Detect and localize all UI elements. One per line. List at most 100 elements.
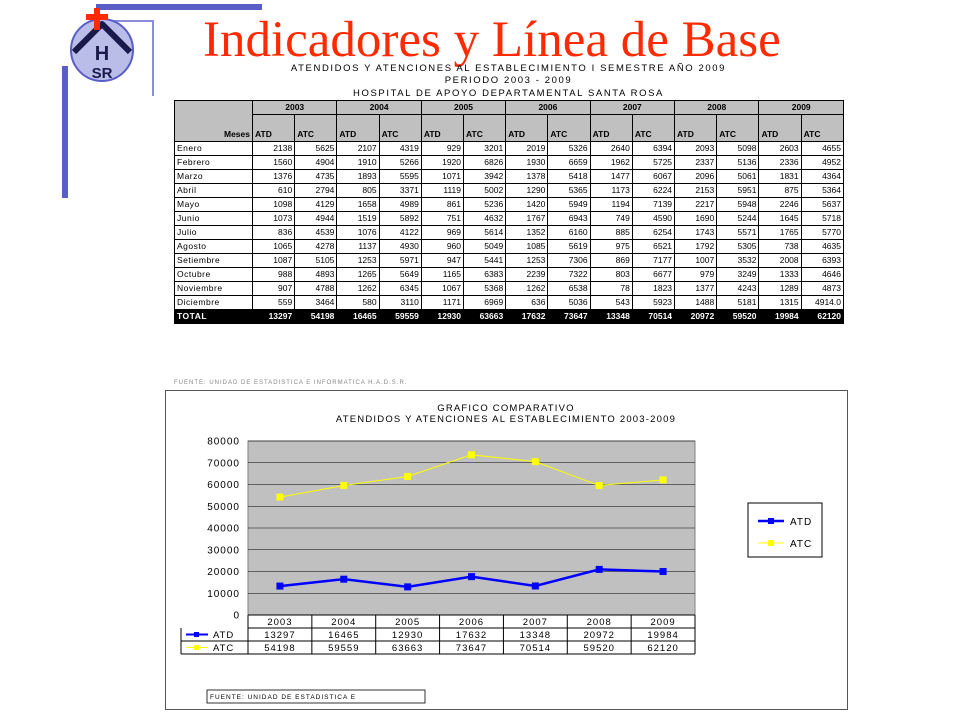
table-row: Mayo 1098 4129 1658 4989 861 5236 1420 5949 1194 7…	[174, 197, 845, 212]
source-note-bottom: FUENTE: UNIDAD DE ESTADISTICA E	[210, 694, 356, 701]
value-cell: 1792	[674, 239, 718, 254]
value-cell: 1171	[420, 295, 465, 310]
value-cell: 979	[674, 267, 718, 282]
value-cell: 7322	[547, 267, 591, 282]
value-cell: 7139	[631, 197, 676, 212]
table-row: Enero 2138 5625 2107 4319 929 3201 2019 5326 2640…	[174, 141, 845, 156]
value-cell: 4319	[378, 141, 422, 156]
value-cell: 5061	[716, 169, 760, 184]
sub-header-atd: ATD	[674, 114, 718, 142]
value-cell: 559	[251, 295, 296, 310]
data-table-value: 59559	[328, 643, 359, 654]
value-cell: 1067	[420, 281, 465, 296]
data-table-value: 13348	[520, 630, 551, 641]
value-cell: 5949	[547, 197, 591, 212]
value-cell: 1658	[336, 197, 380, 212]
data-point-atd	[404, 583, 412, 591]
value-cell: 3942	[463, 169, 507, 184]
value-cell: 1488	[674, 295, 718, 310]
meses-header: Meses	[174, 100, 253, 142]
value-cell: 580	[336, 295, 380, 310]
value-cell: 6969	[463, 295, 507, 310]
month-cell: Diciembre	[174, 295, 253, 310]
value-cell: 907	[251, 281, 296, 296]
value-cell: 1098	[251, 197, 296, 212]
sub-header-atd: ATD	[505, 114, 549, 142]
value-cell: 6224	[631, 183, 676, 198]
value-cell: 5625	[294, 141, 338, 156]
decorative-bar-left	[62, 66, 68, 198]
value-cell: 6677	[631, 267, 676, 282]
total-cell: 62120	[800, 309, 845, 324]
total-cell: 73647	[547, 309, 591, 324]
value-cell: 5049	[463, 239, 507, 254]
value-cell: 1289	[758, 281, 802, 296]
year-header: 2009	[758, 100, 844, 115]
sub-header-atc: ATC	[547, 114, 591, 142]
year-header: 2007	[589, 100, 676, 115]
year-header: 2008	[674, 100, 760, 115]
data-table-value: 70514	[520, 643, 551, 654]
data-table-swatch-marker	[194, 645, 199, 650]
value-cell: 2153	[674, 183, 718, 198]
value-cell: 5637	[800, 197, 845, 212]
sub-header-atd: ATD	[589, 114, 633, 142]
data-table-series-label: ATC	[213, 643, 234, 654]
month-cell: Mayo	[174, 197, 253, 212]
table-row: Diciembre 559 3464 580 3110 1171 6969 636 5036 54…	[174, 295, 845, 310]
data-point-atd	[468, 573, 475, 581]
table-row: Julio 836 4539 1076 4122 969 5614 1352 6160 885 62…	[174, 225, 845, 240]
source-note-top: FUENTE: UNIDAD DE ESTADISTICA E INFORMAT…	[174, 380, 408, 386]
value-cell: 4788	[294, 281, 338, 296]
value-cell: 2217	[674, 197, 718, 212]
data-point-atc	[595, 482, 603, 490]
value-cell: 2008	[758, 253, 802, 268]
value-cell: 5948	[716, 197, 760, 212]
value-cell: 5951	[716, 183, 760, 198]
value-cell: 5770	[800, 225, 845, 240]
value-cell: 929	[420, 141, 465, 156]
value-cell: 947	[420, 253, 465, 268]
value-cell: 2794	[294, 183, 338, 198]
y-tick-label: 70000	[207, 458, 240, 469]
sub-header-atc: ATC	[378, 114, 422, 142]
value-cell: 1765	[758, 225, 802, 240]
value-cell: 5971	[378, 253, 422, 268]
table-row: Agosto 1065 4278 1137 4930 960 5049 1085 5619 975…	[174, 239, 845, 254]
data-table-value: 19984	[647, 630, 678, 641]
legend-label-atc: ATC	[790, 539, 812, 550]
value-cell: 749	[589, 211, 633, 226]
data-point-atc	[276, 493, 284, 501]
value-cell: 5098	[716, 141, 760, 156]
table-row: Octubre 988 4893 1265 5649 1165 6383 2239 7322 80…	[174, 267, 845, 282]
value-cell: 4646	[800, 267, 845, 282]
value-cell: 6394	[631, 141, 676, 156]
y-tick-label: 20000	[207, 567, 240, 578]
svg-text:H: H	[95, 43, 109, 65]
month-cell: Enero	[174, 141, 253, 156]
year-header: 2006	[505, 100, 591, 115]
value-cell: 5614	[463, 225, 507, 240]
total-label: TOTAL	[174, 309, 253, 324]
y-tick-label: 10000	[207, 589, 240, 600]
value-cell: 2093	[674, 141, 718, 156]
value-cell: 836	[251, 225, 296, 240]
y-tick-label: 0	[233, 611, 240, 622]
total-row: TOTAL 13297 54198 16465 59559 12930 63663 17632…	[174, 309, 845, 324]
table-heading-line-1: ATENDIDOS Y ATENCIONES AL ESTABLECIMIENT…	[290, 63, 727, 74]
data-table-swatch-marker	[194, 632, 199, 637]
y-tick-label: 30000	[207, 545, 240, 556]
month-cell: Octubre	[174, 267, 253, 282]
value-cell: 5266	[378, 155, 422, 170]
source-note-box	[206, 689, 426, 704]
total-cell: 70514	[631, 309, 676, 324]
value-cell: 875	[758, 183, 802, 198]
data-point-atd	[340, 575, 348, 583]
value-cell: 1420	[505, 197, 549, 212]
value-cell: 1315	[758, 295, 802, 310]
table-row: Junio 1073 4944 1519 5892 751 4632 1767 6943 749 4…	[174, 211, 845, 226]
value-cell: 5892	[378, 211, 422, 226]
value-cell: 543	[589, 295, 633, 310]
month-cell: Julio	[174, 225, 253, 240]
table-row: Noviembre 907 4788 1262 6345 1067 5368 1262 6538…	[174, 281, 845, 296]
